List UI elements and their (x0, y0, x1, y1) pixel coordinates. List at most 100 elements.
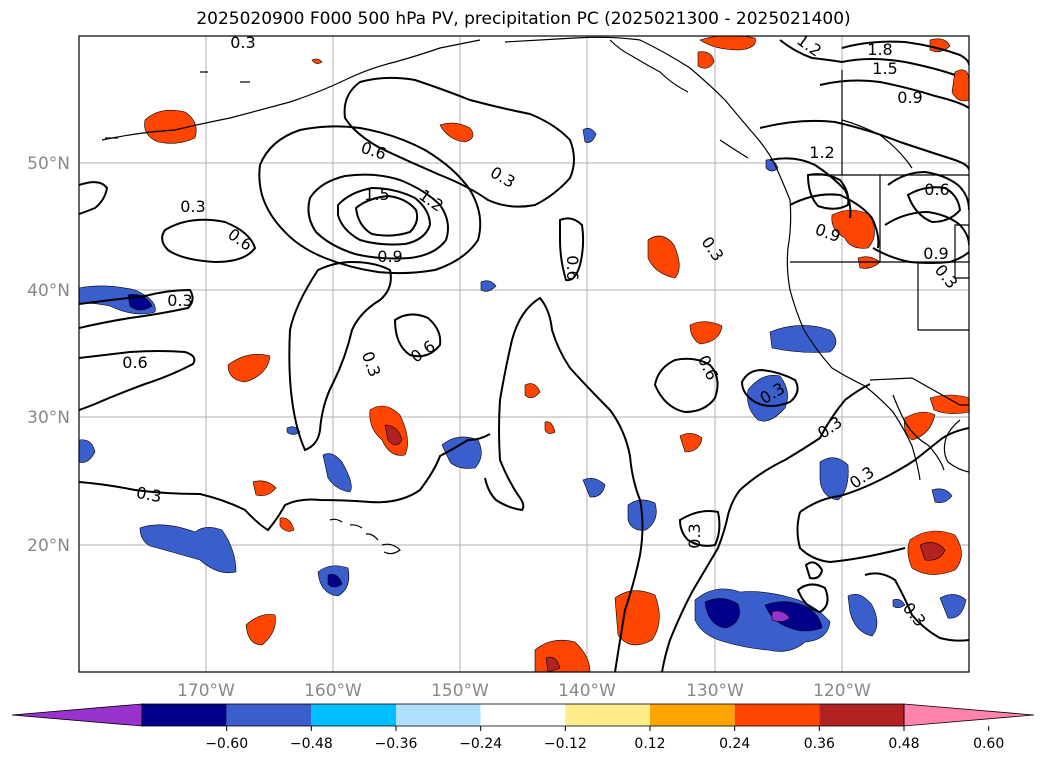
lon-tick-label: 140°W (558, 681, 616, 701)
precip-negative-area (480, 280, 497, 292)
precip-positive-area (951, 69, 969, 102)
colorbar-high-extension (903, 703, 1035, 727)
precip-negative-area (322, 453, 352, 493)
pv-contours (79, 39, 969, 672)
gridlines (79, 36, 969, 672)
contour-label: 0.6 (224, 224, 256, 254)
precip-positive-area (647, 235, 680, 279)
precip-negative-area (771, 610, 791, 622)
contour-label: 0.3 (697, 233, 727, 265)
contour-label: 1.2 (793, 30, 825, 60)
colorbar-tick-label: 0.24 (719, 736, 750, 752)
colorbar-tick-label: 0.48 (888, 736, 919, 752)
precip-negative-area (704, 598, 740, 629)
contour-label: 0.3 (931, 261, 962, 293)
contour-label: 1.2 (809, 143, 834, 162)
colorbar-segment (734, 704, 820, 726)
colorbar-tick-label: −0.36 (375, 736, 418, 752)
precip-negative-area (819, 457, 849, 501)
precip-negative-area (892, 598, 906, 609)
plot-area: 0.3 0.6 0.3 0.6 1.5 1.2 0.9 0.3 0.6 0.3 … (79, 30, 969, 672)
contour-label: 0.3 (358, 349, 385, 379)
contour-label: 1.5 (872, 59, 897, 78)
contour-label: 1.8 (867, 40, 892, 59)
precip-positive-area (904, 411, 936, 441)
precip-negative-area (765, 159, 779, 172)
precip-positive-area (245, 614, 276, 646)
precip-positive-area (144, 109, 197, 144)
precip-positive-area (689, 321, 723, 345)
colorbar-tick-label: 0.60 (973, 736, 1004, 752)
colorbar-tick-label: −0.24 (459, 736, 502, 752)
latitude-ticks: 50°N 40°N 30°N 20°N (27, 154, 70, 556)
contour-label: 1.5 (364, 185, 389, 204)
precip-negative-area (441, 436, 482, 469)
colorbar-tick-label: 0.12 (634, 736, 665, 752)
contour-label: 0.6 (407, 336, 439, 366)
precip-negative-area (764, 601, 823, 632)
coastlines (101, 36, 969, 555)
contour-label: 0.9 (377, 247, 402, 266)
precip-positive-area (679, 433, 703, 453)
lon-tick-label: 130°W (686, 681, 744, 701)
longitude-ticks: 170°W 160°W 150°W 140°W 130°W 120°W (177, 681, 871, 701)
contour-label: 0.3 (167, 291, 192, 310)
precip-positive-area (699, 36, 756, 51)
contour-label: 0.9 (897, 88, 922, 107)
colorbar-segment (311, 704, 396, 726)
contour-label: 0.3 (685, 523, 704, 548)
precip-negative-area (747, 375, 788, 422)
contour-label: 0.9 (923, 244, 948, 263)
colorbar-outline (141, 703, 905, 727)
map-title: 2025020900 F000 500 hPa PV, precipitatio… (196, 9, 851, 29)
lat-tick-label: 40°N (27, 281, 70, 301)
colorbar-segment (142, 704, 227, 726)
contour-label: 0.3 (487, 163, 519, 192)
lon-tick-label: 150°W (431, 681, 489, 701)
colorbar-segment (565, 704, 650, 726)
precip-negative-area (79, 439, 96, 463)
colorbar-segment (480, 704, 566, 726)
precip-positive-area (227, 354, 271, 383)
contour-label: 0.3 (846, 462, 878, 492)
precip-positive-area (524, 383, 541, 399)
colorbar-segment (226, 704, 312, 726)
colorbar-tick-label: 0.36 (804, 736, 835, 752)
precip-positive-area (919, 542, 946, 561)
precip-positive-area (697, 51, 715, 69)
contour-label: 0.6 (563, 255, 582, 280)
lon-tick-label: 170°W (177, 681, 235, 701)
colorbar-tick-label: −0.12 (544, 736, 587, 752)
contour-label: 0.6 (359, 138, 389, 164)
precipitation-field (79, 36, 969, 672)
precip-positive-area (279, 517, 295, 532)
colorbar-segment (819, 704, 904, 726)
lat-tick-label: 30°N (27, 408, 70, 428)
colorbar-low-extension (11, 703, 143, 727)
precip-positive-area (384, 424, 403, 446)
colorbar-segment (396, 704, 481, 726)
precip-negative-area (939, 594, 967, 619)
contour-label: 0.3 (135, 483, 163, 506)
precip-positive-area (614, 590, 660, 646)
precip-positive-area (831, 209, 875, 249)
precip-positive-area (311, 58, 323, 64)
colorbar-tick-label: −0.60 (205, 736, 248, 752)
contour-label: 0.6 (924, 180, 949, 199)
precip-negative-area (769, 325, 837, 353)
contour-label: 0.3 (230, 33, 255, 52)
lon-tick-label: 120°W (813, 681, 871, 701)
lat-tick-label: 20°N (27, 536, 70, 556)
precip-negative-area (931, 488, 953, 504)
colorbar-segment (650, 704, 735, 726)
precip-negative-area (327, 574, 343, 588)
precip-positive-area (439, 122, 474, 143)
precip-negative-area (127, 294, 153, 311)
precip-negative-area (847, 594, 878, 637)
lon-tick-label: 160°W (304, 681, 362, 701)
precip-positive-area (545, 656, 561, 672)
contour-label: 0.3 (180, 197, 205, 216)
contour-label: 0.6 (122, 353, 147, 372)
precip-negative-area (582, 478, 606, 498)
